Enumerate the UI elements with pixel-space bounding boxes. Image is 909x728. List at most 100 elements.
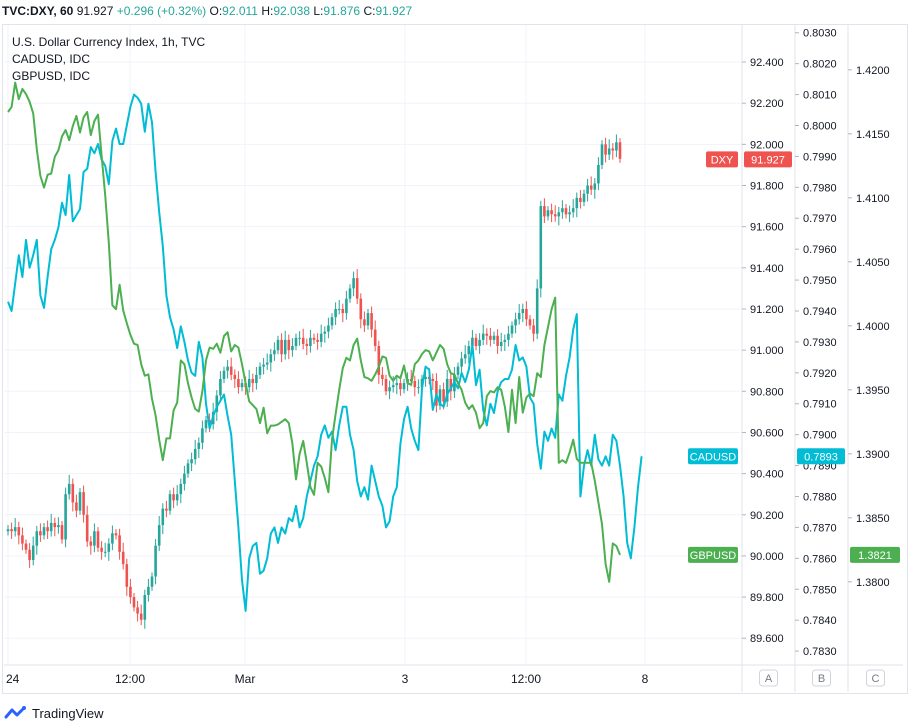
axis-tick-label: 1.4000	[856, 321, 890, 333]
dxy-candle-body	[543, 206, 546, 217]
tradingview-logo-icon	[4, 706, 26, 719]
price-tag-label-bg	[706, 151, 738, 168]
last-price: 91.927	[76, 4, 114, 18]
price-tag-label: GBPUSD	[690, 550, 737, 562]
dxy-candle-body	[489, 335, 492, 340]
axis-tick-label: 1.4100	[856, 193, 890, 205]
dxy-candle-body	[438, 389, 442, 406]
dxy-candle-body	[129, 586, 132, 598]
price-tag-value-bg	[850, 546, 900, 563]
chart-frame	[2, 24, 908, 694]
dxy-candle-body	[143, 595, 147, 620]
dxy-candle-body	[226, 366, 229, 371]
dxy-candle-body	[456, 366, 460, 375]
dxy-candle-body	[359, 298, 363, 320]
dxy-candle-body	[103, 551, 107, 553]
dxy-candle-body	[233, 374, 237, 379]
dxy-candle-body	[460, 358, 463, 367]
dxy-candle-body	[399, 383, 402, 390]
dxy-candle-body	[471, 337, 474, 347]
scale-button	[812, 669, 831, 687]
axis-tick-label: 91.000	[750, 345, 784, 357]
gbpusd-line	[7, 81, 621, 583]
dxy-candle-body	[312, 337, 316, 340]
dxy-candle-body	[291, 346, 294, 351]
dxy-candle-body	[49, 523, 53, 532]
dxy-candle-body	[100, 547, 103, 552]
dxy-candle-body	[57, 525, 60, 528]
dxy-candle-body	[474, 337, 478, 347]
dxy-candle-body	[381, 374, 384, 379]
axis-tick-label: 90.800	[750, 386, 784, 398]
axis-tick-label: 0.7910	[803, 399, 837, 411]
time-tick-label: 8	[642, 672, 649, 686]
scale-button	[866, 669, 885, 687]
time-tick-label: 24	[6, 672, 20, 686]
dxy-candle-body	[89, 541, 93, 546]
dxy-candle-body	[24, 543, 28, 550]
plot-area: DXY CADUSD GBPUSD	[6, 81, 738, 629]
close-label: C:	[363, 4, 376, 18]
time-tick-label: 12:00	[115, 672, 145, 686]
dxy-candle-body	[568, 212, 571, 215]
axis-tick-label: 0.7970	[803, 213, 837, 225]
price-tag-value: 91.927	[751, 154, 785, 166]
dxy-candle-body	[75, 502, 78, 511]
dxy-candle-body	[179, 483, 183, 495]
low-label: L:	[313, 4, 324, 18]
dxy-candle-body	[21, 535, 24, 544]
axis-tick-label: 0.7950	[803, 275, 837, 287]
tradingview-footer: TradingView	[0, 700, 304, 726]
scale-button-label: A	[765, 673, 773, 685]
tradingview-brand: TradingView	[32, 705, 104, 721]
axis-tick-label: 1.3850	[856, 513, 890, 525]
dxy-candle-body	[463, 354, 467, 359]
dxy-candle-body	[553, 214, 557, 217]
dxy-candle-body	[564, 208, 568, 215]
dxy-candle-body	[395, 383, 399, 386]
axis-tick-label: 1.3950	[856, 385, 890, 397]
axis-tick-label: 1.4150	[856, 129, 890, 141]
dxy-candle-body	[114, 533, 118, 536]
legend-main-symbol[interactable]: U.S. Dollar Currency Index, 1h, TVC	[12, 35, 206, 49]
axis-tick-label: 0.7920	[803, 368, 837, 380]
price-chart[interactable]: DXY CADUSD GBPUSD 92.400 92.200 92.000 91.800…	[0, 0, 909, 700]
price-tag-label: CADUSD	[690, 451, 737, 463]
dxy-candle-body	[251, 378, 255, 384]
dxy-candle-body	[132, 597, 136, 608]
dxy-candle-body	[219, 378, 222, 396]
dxy-candle-body	[53, 523, 57, 528]
time-tick-label: Mar	[235, 672, 256, 686]
dxy-candle-body	[485, 333, 489, 336]
dxy-candle-body	[424, 376, 427, 379]
dxy-candle-body	[121, 551, 125, 565]
price-axes: 92.400 92.200 92.000 91.800 91.600 91.400 91.2…	[4, 25, 903, 692]
dxy-candle-body	[615, 142, 618, 151]
dxy-candle-body	[301, 337, 305, 344]
dxy-candle-body	[64, 494, 67, 540]
dxy-candle-body	[618, 142, 622, 159]
price-change: +0.296 (+0.32%)	[116, 4, 207, 18]
axis-tick-label: 0.7860	[803, 553, 837, 565]
price-tag-value: 1.3821	[858, 550, 892, 562]
dxy-candle-body	[222, 370, 226, 379]
dxy-candle-body	[600, 144, 604, 165]
dxy-candle-body	[431, 378, 435, 382]
legend-cadusd[interactable]: CADUSD, IDC	[12, 52, 91, 66]
dxy-candle-body	[85, 514, 89, 542]
dxy-candle-body	[172, 494, 175, 501]
symbol-name[interactable]: TVC:DXY, 60	[2, 4, 74, 18]
dxy-candle-body	[96, 531, 100, 548]
dxy-candle-body	[237, 378, 240, 388]
dxy-candle-body	[247, 378, 251, 388]
symbol-header: TVC:DXY, 60 91.927 +0.296 (+0.32%) O:92.…	[0, 0, 909, 22]
axis-tick-label: 0.7840	[803, 615, 837, 627]
dxy-candle-body	[535, 288, 539, 334]
dxy-candle-body	[111, 533, 114, 544]
dxy-candle-body	[323, 331, 327, 334]
dxy-candle-body	[280, 339, 283, 355]
dxy-candle-body	[193, 448, 197, 460]
dxy-candle-body	[571, 208, 575, 213]
legend-gbpusd[interactable]: GBPUSD, IDC	[12, 69, 91, 83]
dxy-candle-body	[478, 339, 481, 347]
